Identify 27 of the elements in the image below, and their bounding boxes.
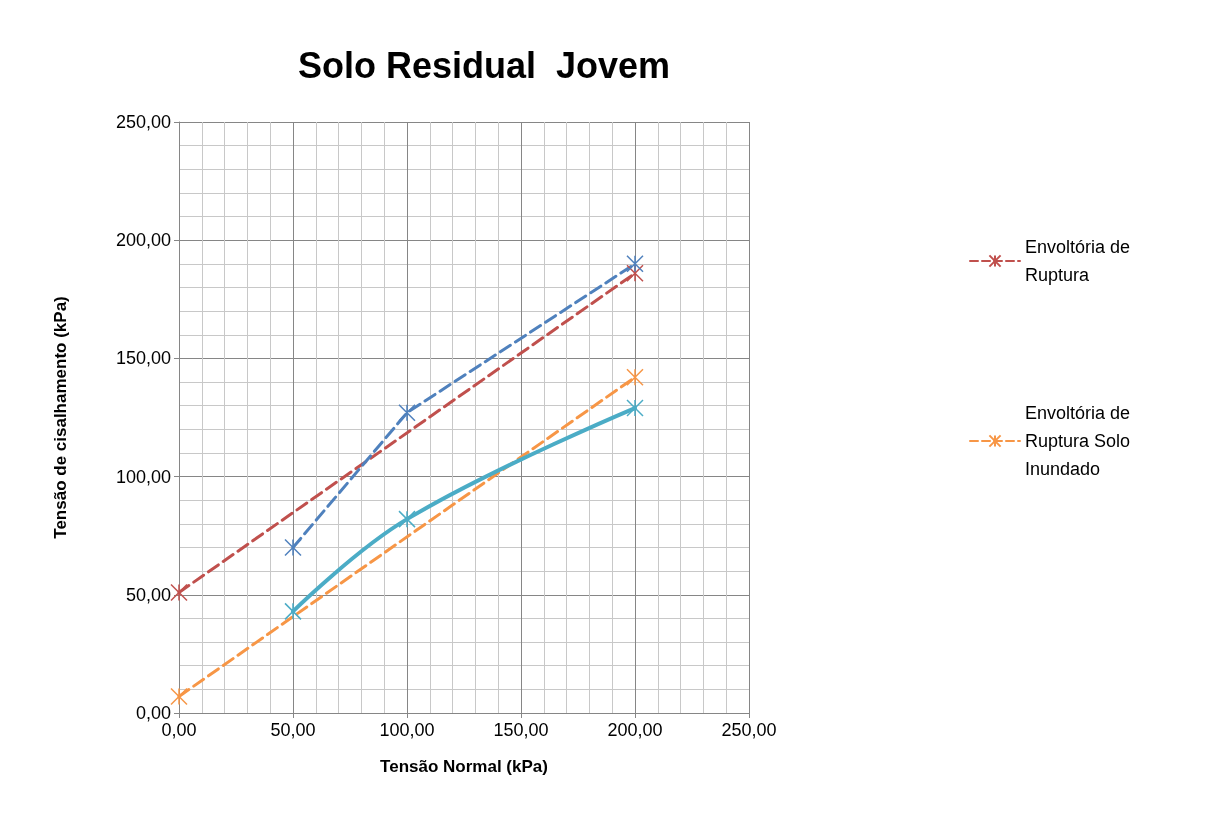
point <box>398 510 416 528</box>
point <box>626 368 644 387</box>
point <box>626 264 644 283</box>
x-tick-label: 200,00 <box>607 720 663 740</box>
x-tick-label: 0,00 <box>161 720 197 740</box>
y-axis-title: Tensão de cisalhamento (kPa) <box>51 296 70 539</box>
y-tick-label: 150,00 <box>115 348 171 369</box>
x-axis-title: Tensão Normal (kPa) <box>380 757 548 776</box>
x-tick-label: 100,00 <box>379 720 435 740</box>
legend-label: Envoltória de Ruptura Solo Inundado <box>1025 403 1136 479</box>
point <box>170 583 188 602</box>
chart-title: Solo Residual Jovem <box>297 44 671 86</box>
x-tick-label: 150,00 <box>493 720 549 740</box>
y-tick-label: 0,00 <box>135 703 171 723</box>
y-tick-label: 50,00 <box>125 584 171 605</box>
point <box>284 538 302 557</box>
point <box>626 399 644 417</box>
y-tick-label: 250,00 <box>115 112 171 132</box>
y-tick-label: 100,00 <box>115 466 171 487</box>
y-tick-label: 200,00 <box>115 230 171 251</box>
point <box>398 404 416 422</box>
legend-label: Envoltória de Ruptura <box>1025 237 1136 285</box>
point <box>170 687 188 706</box>
point <box>284 602 302 621</box>
point <box>626 255 644 273</box>
x-tick-label: 50,00 <box>270 720 316 740</box>
x-tick-label: 250,00 <box>721 720 777 740</box>
